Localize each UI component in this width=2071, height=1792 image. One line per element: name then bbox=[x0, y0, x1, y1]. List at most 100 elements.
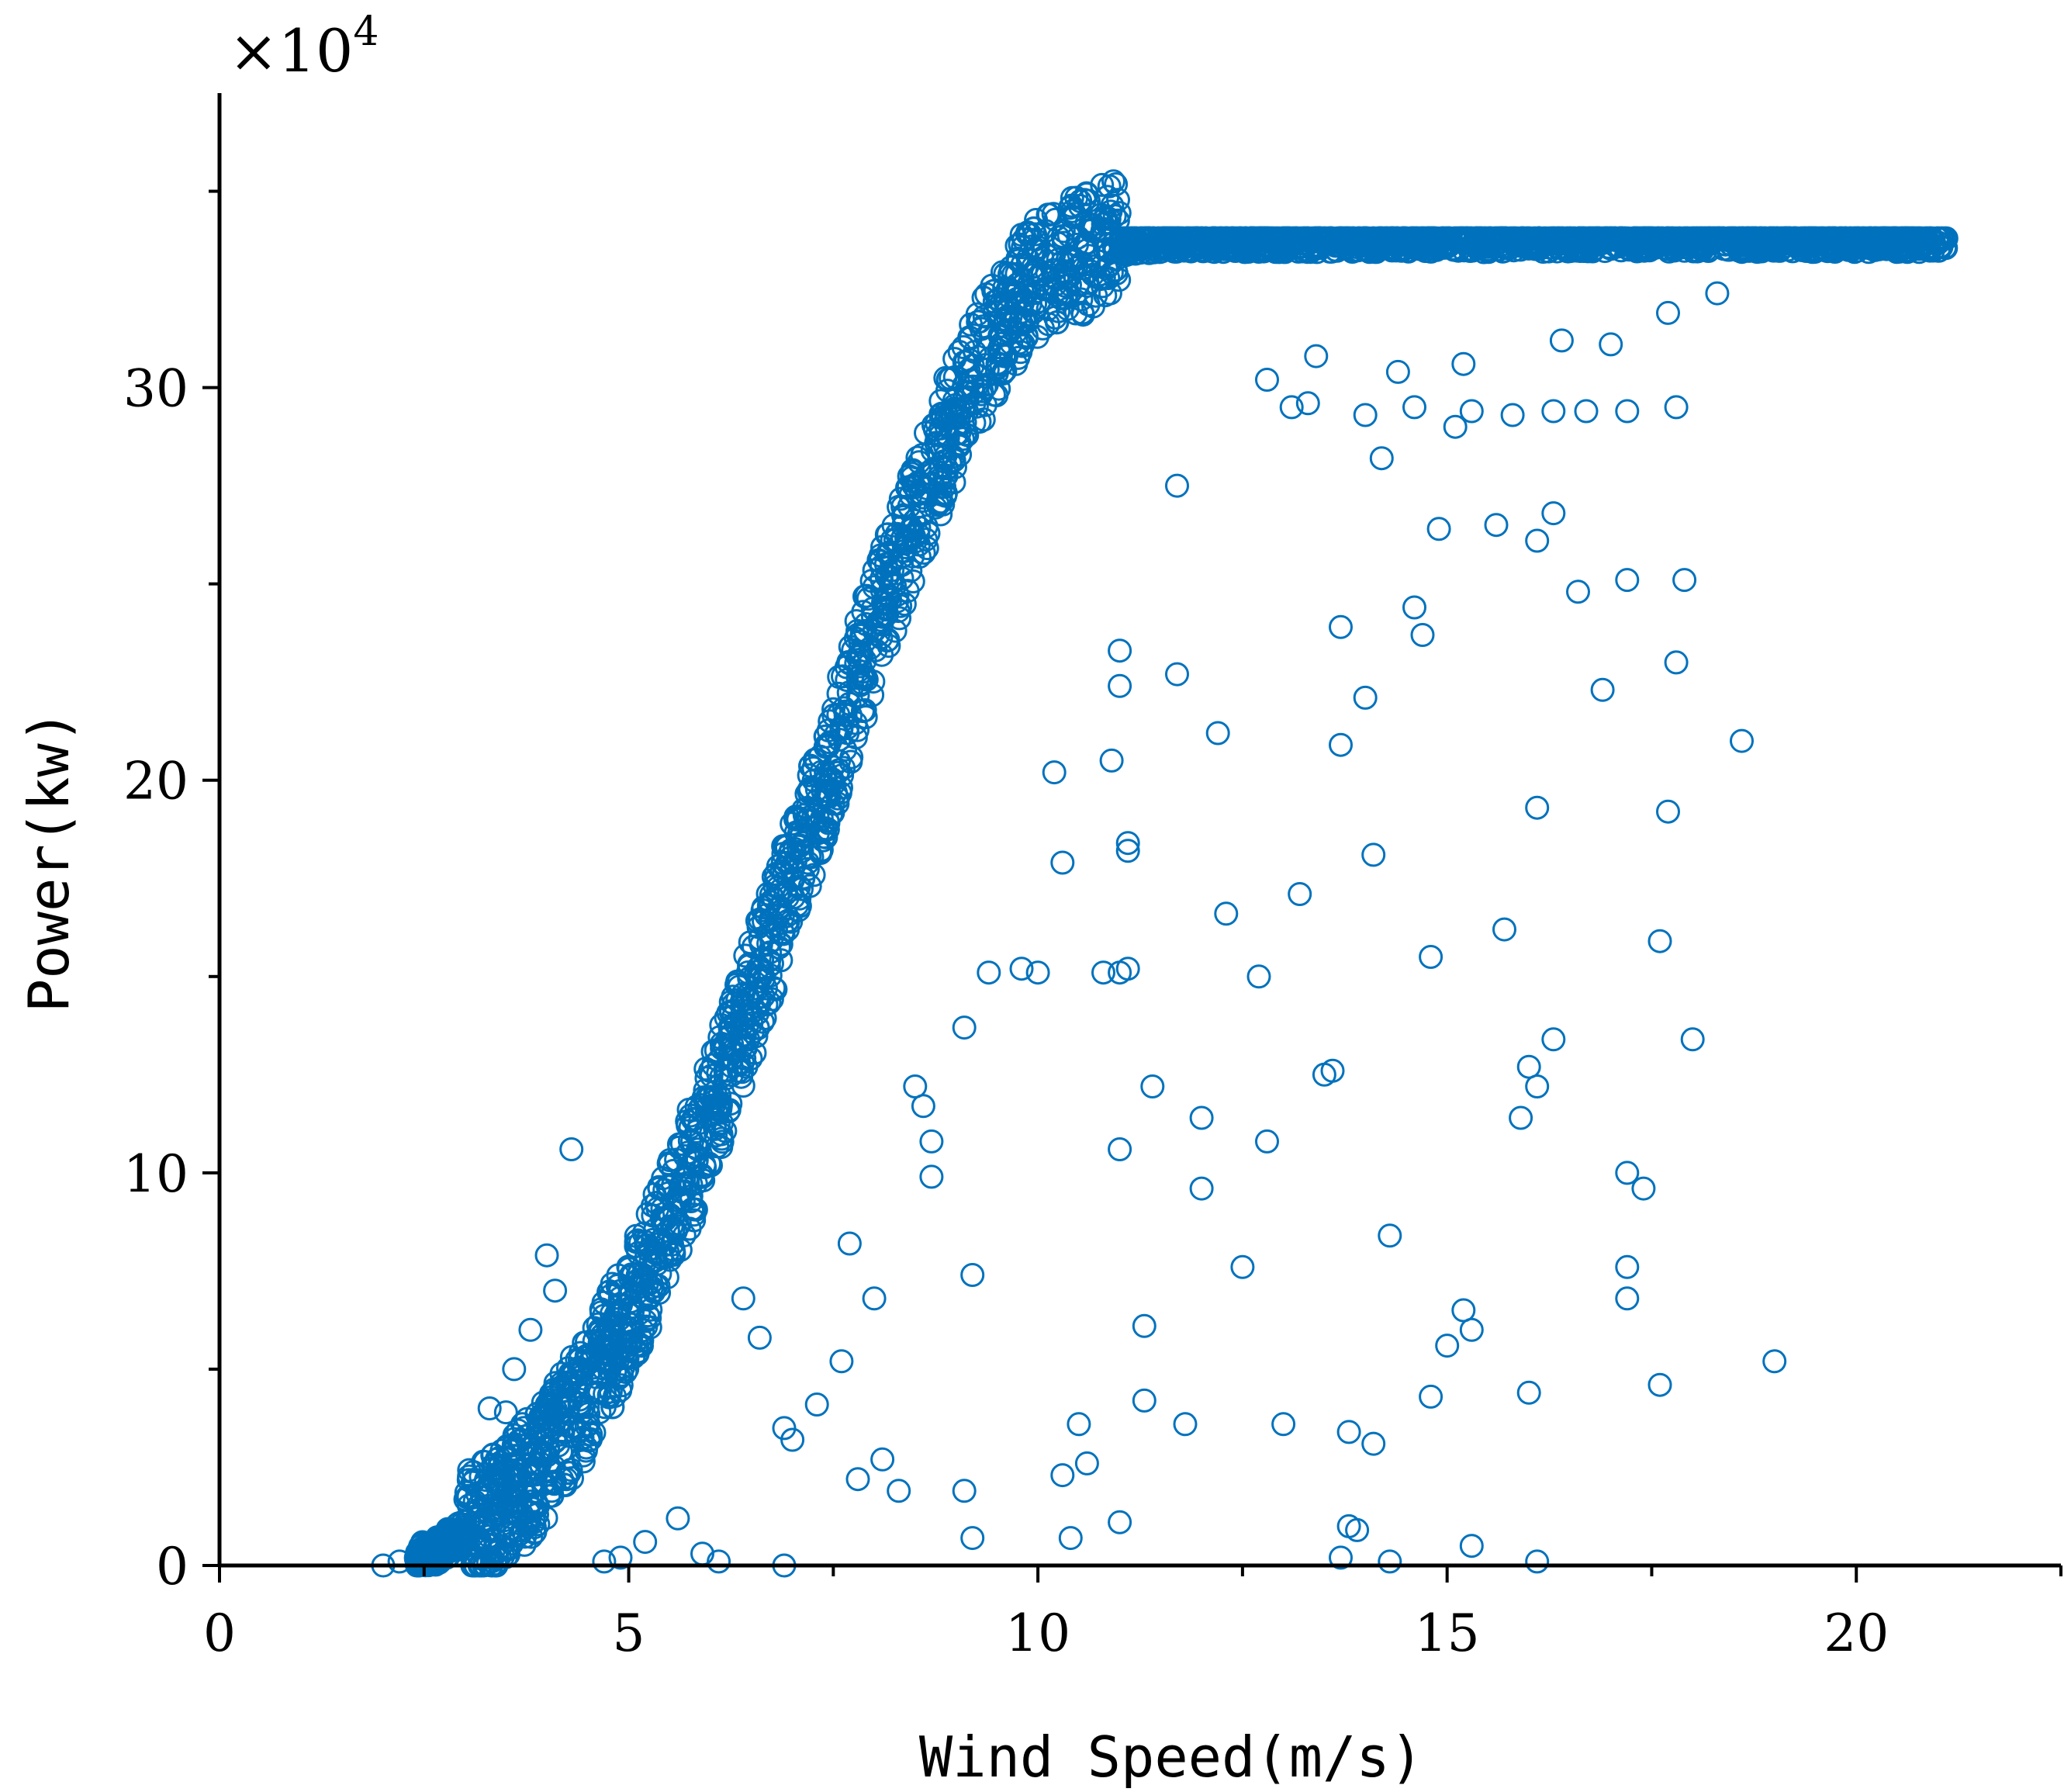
data-point-3065 bbox=[1220, 226, 1245, 251]
data-point-3166 bbox=[992, 344, 1017, 368]
data-point-3277 bbox=[543, 1424, 568, 1448]
data-point-2863 bbox=[859, 569, 884, 593]
data-point-3316 bbox=[1108, 673, 1132, 698]
data-point-3190 bbox=[1329, 226, 1354, 251]
data-point-3197 bbox=[1003, 309, 1028, 334]
data-point-3047 bbox=[596, 1336, 621, 1361]
data-point-3304 bbox=[977, 960, 1001, 985]
data-point-2900 bbox=[683, 1106, 707, 1131]
data-point-3369 bbox=[1525, 795, 1550, 820]
data-point-3026 bbox=[486, 1456, 510, 1481]
data-point-2113 bbox=[987, 376, 1011, 401]
data-point-2463 bbox=[750, 947, 775, 972]
axes bbox=[202, 93, 2062, 1583]
data-point-3382 bbox=[1647, 1372, 1672, 1397]
data-point-3143 bbox=[973, 375, 997, 400]
data-point-3397 bbox=[1664, 395, 1689, 420]
data-point-3240 bbox=[1009, 285, 1034, 310]
x-tick-label-15: 15 bbox=[1415, 1603, 1480, 1663]
data-point-2940 bbox=[745, 1015, 770, 1040]
data-point-3076 bbox=[957, 348, 982, 372]
data-point-2879 bbox=[634, 1314, 659, 1339]
data-point-3050 bbox=[804, 747, 828, 772]
data-point-3115 bbox=[549, 1361, 574, 1386]
data-point-3389 bbox=[1295, 391, 1320, 416]
data-point-2791 bbox=[456, 1483, 480, 1508]
data-point-2928 bbox=[1051, 219, 1076, 244]
data-point-2318 bbox=[821, 755, 845, 780]
data-point-3331 bbox=[1205, 721, 1230, 746]
data-point-3189 bbox=[509, 1428, 534, 1453]
data-point-3275 bbox=[600, 1309, 624, 1334]
data-point-3155 bbox=[890, 503, 915, 528]
data-point-3044 bbox=[1361, 235, 1386, 260]
data-point-3300 bbox=[952, 1015, 977, 1040]
data-point-2556 bbox=[572, 1394, 596, 1419]
data-point-2068 bbox=[1101, 169, 1125, 194]
data-point-3270 bbox=[518, 1317, 543, 1342]
data-point-3336 bbox=[1271, 1412, 1296, 1437]
data-point-3347 bbox=[1353, 685, 1378, 710]
data-point-3318 bbox=[1115, 839, 1140, 863]
data-point-3324 bbox=[1132, 1388, 1157, 1413]
data-point-3105 bbox=[880, 528, 904, 552]
data-point-2521 bbox=[457, 1458, 482, 1482]
data-point-3375 bbox=[1590, 677, 1615, 702]
data-point-2443 bbox=[928, 389, 953, 413]
data-point-3290 bbox=[829, 1349, 854, 1374]
data-point-3309 bbox=[1050, 1463, 1075, 1488]
data-point-3222 bbox=[714, 1058, 739, 1083]
data-point-2591 bbox=[1033, 219, 1058, 244]
data-point-3020 bbox=[852, 666, 877, 690]
data-point-3249 bbox=[1312, 226, 1336, 251]
data-point-3396 bbox=[1615, 399, 1640, 424]
data-point-2938 bbox=[716, 1026, 741, 1050]
data-point-2999 bbox=[550, 1379, 575, 1403]
data-point-3254 bbox=[1516, 226, 1541, 251]
data-point-2935 bbox=[844, 609, 869, 634]
data-point-2537 bbox=[739, 1011, 764, 1036]
data-point-3070 bbox=[597, 1279, 622, 1304]
data-point-2987 bbox=[691, 1168, 716, 1193]
data-point-3376 bbox=[1615, 568, 1640, 593]
data-point-3327 bbox=[1165, 473, 1189, 498]
data-point-3350 bbox=[1369, 446, 1394, 471]
data-point-2795 bbox=[1022, 216, 1046, 241]
data-point-3245 bbox=[1148, 226, 1173, 251]
data-point-3250 bbox=[1353, 226, 1378, 251]
data-point-3161 bbox=[935, 456, 959, 481]
data-point-3133 bbox=[1121, 226, 1146, 251]
data-point-3140 bbox=[779, 909, 804, 934]
data-point-3274 bbox=[576, 1345, 600, 1370]
data-point-3059 bbox=[797, 844, 822, 869]
data-point-3199 bbox=[875, 583, 900, 607]
data-point-3373 bbox=[1541, 1027, 1566, 1052]
data-point-3046 bbox=[703, 1080, 728, 1104]
data-point-3340 bbox=[1320, 1058, 1345, 1083]
data-point-3244 bbox=[1108, 230, 1132, 254]
data-point-2350 bbox=[1095, 210, 1120, 235]
data-point-3354 bbox=[1410, 623, 1435, 647]
data-point-1676 bbox=[746, 915, 771, 939]
data-point-2674 bbox=[852, 584, 876, 609]
data-point-3247 bbox=[1230, 226, 1255, 251]
data-point-2977 bbox=[1527, 226, 1552, 251]
data-point-2805 bbox=[815, 784, 840, 808]
data-point-3279 bbox=[633, 1530, 658, 1555]
data-point-3268 bbox=[493, 1400, 518, 1425]
data-point-3360 bbox=[1451, 1298, 1476, 1323]
data-point-3311 bbox=[1074, 1451, 1099, 1475]
data-point-3111 bbox=[1777, 226, 1802, 251]
data-point-3391 bbox=[1402, 395, 1426, 420]
data-point-2792 bbox=[849, 670, 874, 695]
data-point-3134 bbox=[813, 724, 838, 749]
data-point-3206 bbox=[453, 1522, 477, 1546]
data-point-2926 bbox=[1091, 274, 1115, 299]
data-point-3400 bbox=[1385, 359, 1410, 384]
data-point-3334 bbox=[1246, 964, 1271, 989]
data-point-3295 bbox=[887, 1479, 911, 1503]
data-point-2745 bbox=[750, 898, 775, 922]
x-tick-label-20: 20 bbox=[1824, 1603, 1889, 1663]
data-point-2885 bbox=[732, 1023, 757, 1048]
data-point-3405 bbox=[1705, 281, 1730, 306]
